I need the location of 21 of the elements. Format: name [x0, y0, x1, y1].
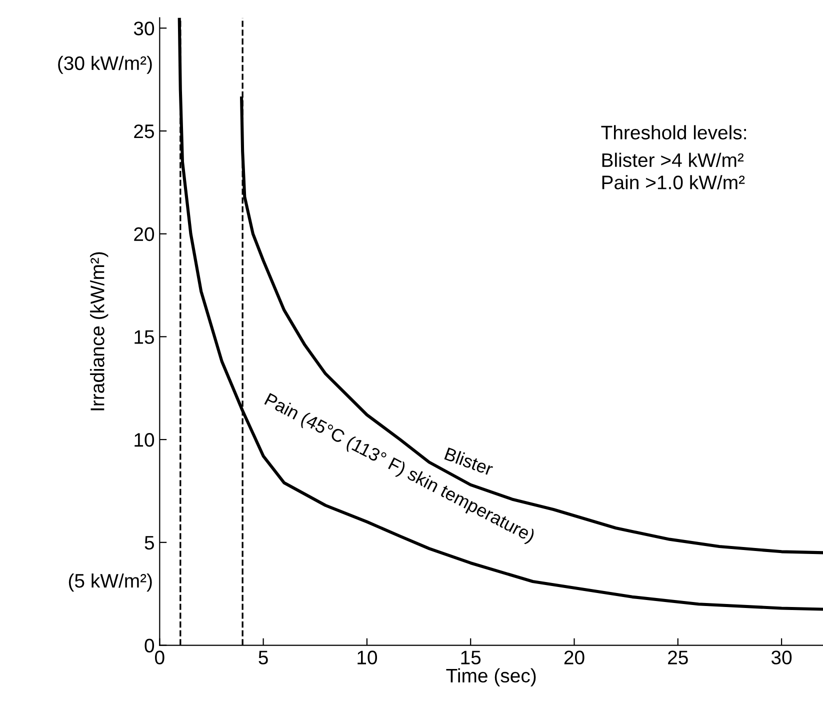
x-tick-label: 20 — [564, 650, 584, 664]
y-tick-label: 10 — [134, 433, 154, 447]
text: (5 kW/m²) — [68, 573, 152, 592]
x-tick-label: 10 — [358, 650, 378, 664]
y-axis-title: Irradiance (kW/m²) — [90, 252, 108, 410]
text: Blister — [444, 446, 494, 476]
y-tick-label: 15 — [134, 330, 154, 344]
annotation: Threshold levels: — [601, 125, 746, 140]
text: (30 kW/m²) — [58, 56, 152, 74]
x-tick-label: 0 — [155, 650, 164, 664]
y-tick-label: 25 — [134, 124, 154, 138]
x-tick-label: 30 — [771, 650, 792, 664]
x-tick-label: 25 — [668, 650, 688, 664]
x-tick-label: 15 — [461, 650, 481, 664]
y-tick-label: 0 — [144, 638, 154, 652]
y-tick-label: 20 — [134, 227, 154, 242]
y-tick-label: 30 — [134, 22, 154, 36]
annotation: Blister >4 kW/m² Pain >1.0 kW/m² — [602, 152, 745, 190]
x-axis-title: Time (sec) — [446, 668, 536, 686]
x-tick-label: 5 — [258, 650, 268, 664]
y-tick-label: 5 — [144, 536, 154, 550]
